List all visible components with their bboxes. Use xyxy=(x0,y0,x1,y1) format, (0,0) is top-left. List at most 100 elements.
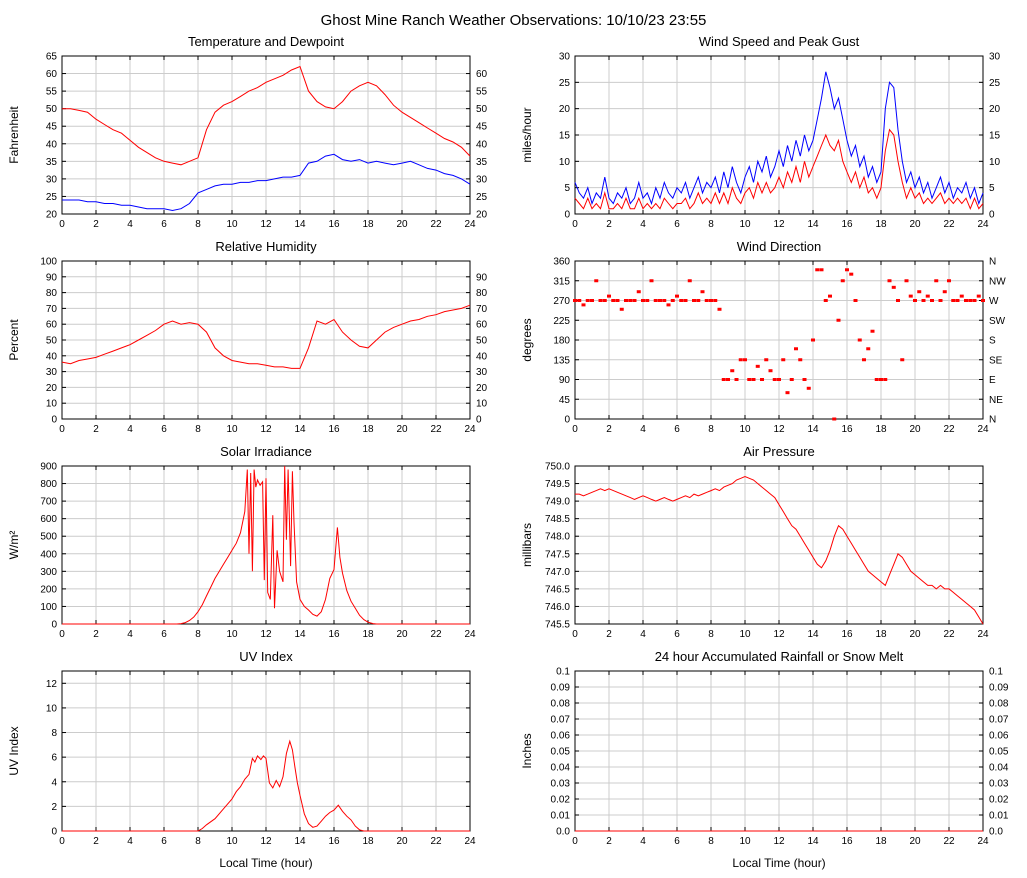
scatter-point-wind-direction xyxy=(899,358,904,362)
y-axis-label: millibars xyxy=(520,523,534,567)
x-tick-label: 16 xyxy=(328,219,340,230)
y2-tick-label: 30 xyxy=(476,174,488,185)
x-tick-label: 8 xyxy=(195,424,201,435)
scatter-point-wind-direction xyxy=(704,299,709,302)
y-tick-label: 0.05 xyxy=(550,747,570,758)
x-tick-label: 22 xyxy=(943,424,955,435)
x-tick-label: 14 xyxy=(807,219,819,230)
scatter-point-wind-direction xyxy=(632,299,636,302)
x-tick-label: 4 xyxy=(127,836,133,847)
x-tick-label: 12 xyxy=(260,424,272,435)
scatter-point-wind-direction xyxy=(921,299,925,302)
y-tick-label: 5 xyxy=(564,183,570,194)
x-tick-label: 16 xyxy=(841,629,853,640)
x-tick-label: 18 xyxy=(362,629,374,640)
series-line-air-pressure xyxy=(574,475,983,625)
scatter-point-wind-direction xyxy=(598,299,602,302)
y-tick-label: 10 xyxy=(45,703,57,714)
y-tick-label: 748.5 xyxy=(544,514,569,525)
y-tick-label: 100 xyxy=(40,602,57,613)
scatter-point-wind-direction xyxy=(581,303,585,307)
scatter-point-wind-direction xyxy=(721,378,726,381)
y2-tick-label: 0.02 xyxy=(989,795,1009,806)
scatter-point-wind-direction xyxy=(823,299,828,302)
chart-wind-direction: 0 2 4 6 8 10 12 14 16 18 20 22 240459013518022527031… xyxy=(520,239,1006,435)
chart-title: Solar Irradiance xyxy=(220,444,312,459)
x-tick-label: 0 xyxy=(572,424,578,435)
y-tick-label: 745.5 xyxy=(544,620,569,631)
y-tick-label: 15 xyxy=(558,131,570,142)
y2-tick-label: 5 xyxy=(989,183,995,194)
scatter-point-wind-direction xyxy=(759,378,764,381)
y2-tick-label: 25 xyxy=(476,192,488,203)
x-tick-label: 8 xyxy=(195,629,201,640)
chart-title: Temperature and Dewpoint xyxy=(187,34,343,49)
y-tick-label: 748.0 xyxy=(544,532,569,543)
scatter-point-wind-direction xyxy=(734,378,738,381)
x-tick-label: 20 xyxy=(396,424,408,435)
scatter-point-wind-direction xyxy=(929,299,934,302)
scatter-point-wind-direction xyxy=(836,318,840,322)
scatter-point-wind-direction xyxy=(700,290,704,294)
x-tick-label: 16 xyxy=(328,424,340,435)
chart-title: Wind Speed and Peak Gust xyxy=(698,34,859,49)
scatter-point-wind-direction xyxy=(797,358,802,362)
x-tick-label: 10 xyxy=(739,219,751,230)
y-tick-label: 60 xyxy=(45,69,57,80)
scatter-point-wind-direction xyxy=(916,290,921,294)
y-tick-label: 8 xyxy=(51,728,57,739)
y2-tick-label: 45 xyxy=(476,122,488,133)
scatter-point-wind-direction xyxy=(806,386,811,390)
scatter-point-wind-direction xyxy=(610,299,615,302)
x-tick-label: 22 xyxy=(430,629,442,640)
chart-title: 24 hour Accumulated Rainfall or Snow Mel… xyxy=(654,649,903,664)
x-tick-label: 2 xyxy=(606,424,612,435)
x-tick-label: 6 xyxy=(161,836,167,847)
x-tick-label: 6 xyxy=(161,629,167,640)
x-tick-label: 6 xyxy=(674,219,680,230)
x-tick-label: 22 xyxy=(943,629,955,640)
x-tick-label: 14 xyxy=(294,836,306,847)
x-tick-label: 0 xyxy=(572,629,578,640)
y-tick-label: 750.0 xyxy=(544,462,569,473)
x-tick-label: 10 xyxy=(739,836,751,847)
scatter-point-wind-direction xyxy=(746,378,751,381)
chart-solar-irradiance: 0 2 4 6 8 10 12 14 16 18 20 22 240100200300400500600… xyxy=(7,444,476,640)
x-tick-label: 4 xyxy=(640,219,646,230)
y2-tick-label: N xyxy=(989,415,996,426)
scatter-point-wind-direction xyxy=(963,299,968,302)
scatter-point-wind-direction xyxy=(619,307,624,311)
y2-tick-label: 0.05 xyxy=(989,747,1009,758)
y-tick-label: 25 xyxy=(558,78,570,89)
x-tick-label: 22 xyxy=(943,219,955,230)
y-tick-label: 90 xyxy=(45,272,57,283)
x-tick-label: 18 xyxy=(875,219,887,230)
scatter-point-wind-direction xyxy=(938,299,942,302)
x-tick-label: 24 xyxy=(977,219,989,230)
x-tick-label: 6 xyxy=(674,836,680,847)
x-tick-label: 2 xyxy=(93,219,99,230)
y2-tick-label: 0.07 xyxy=(989,715,1009,726)
x-tick-label: 2 xyxy=(606,629,612,640)
y2-tick-label: 0.0 xyxy=(989,827,1003,838)
x-tick-label: 12 xyxy=(260,836,272,847)
y-tick-label: 45 xyxy=(45,122,57,133)
y-tick-label: 400 xyxy=(40,549,57,560)
y2-tick-label: 55 xyxy=(476,87,488,98)
x-tick-label: 4 xyxy=(640,836,646,847)
series-line-peak-gust xyxy=(574,71,983,206)
y-axis-label: degrees xyxy=(520,318,534,361)
y-tick-label: 90 xyxy=(558,375,570,386)
x-tick-label: 12 xyxy=(773,629,785,640)
x-tick-label: 24 xyxy=(977,424,989,435)
scatter-point-wind-direction xyxy=(691,299,696,302)
x-tick-label: 24 xyxy=(464,219,476,230)
x-tick-label: 24 xyxy=(977,629,989,640)
x-tick-label: 24 xyxy=(977,836,989,847)
y2-tick-label: 90 xyxy=(476,272,488,283)
y-tick-label: 746.0 xyxy=(544,602,569,613)
scatter-point-wind-direction xyxy=(649,279,653,283)
y2-tick-label: 10 xyxy=(476,399,488,410)
x-tick-label: 18 xyxy=(362,424,374,435)
y-tick-label: 40 xyxy=(45,139,57,150)
